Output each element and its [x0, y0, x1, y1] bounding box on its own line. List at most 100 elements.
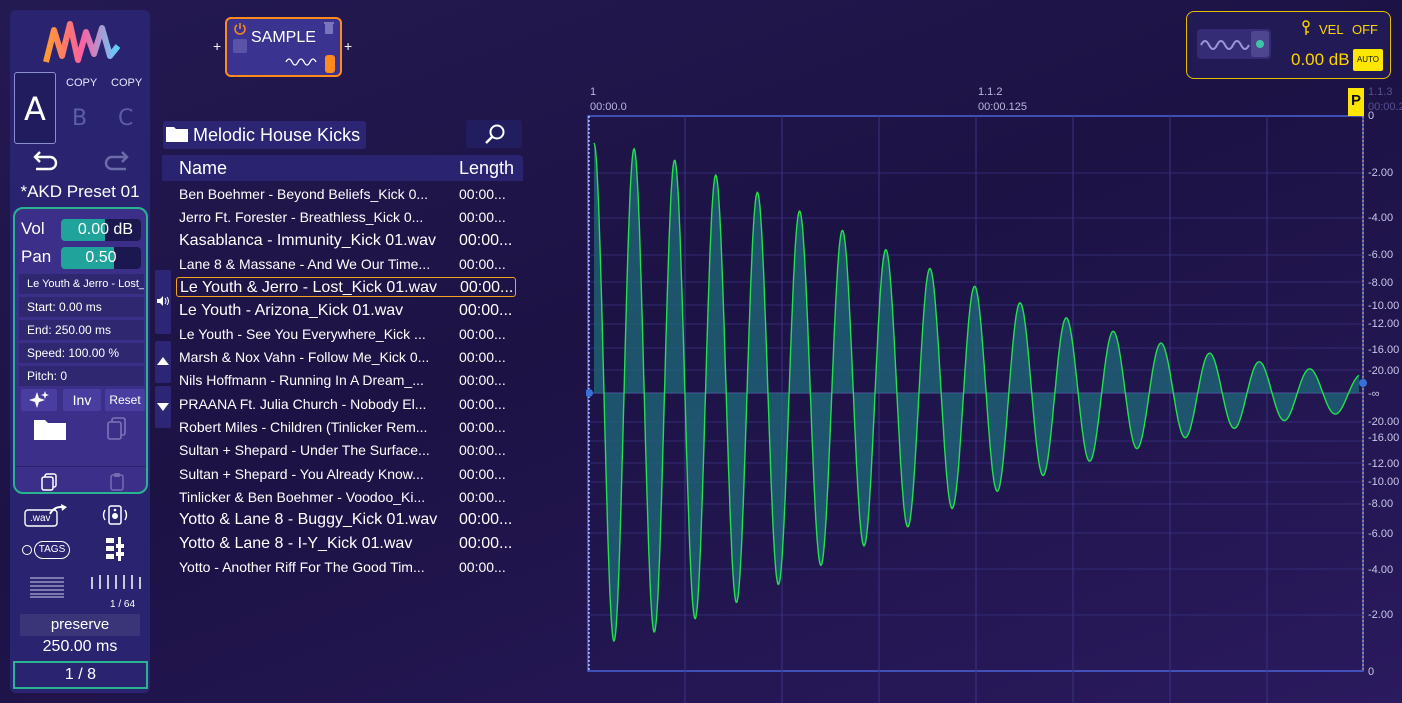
file-name: Ben Boehmer - Beyond Beliefs_Kick 0...: [179, 186, 429, 202]
slot-a-button[interactable]: A: [14, 72, 56, 144]
speaker-icon[interactable]: [100, 504, 130, 526]
clipboard-icon[interactable]: [107, 417, 127, 441]
vol-label: Vol: [21, 219, 45, 238]
lines-icon[interactable]: [30, 576, 64, 598]
power-icon[interactable]: [233, 22, 247, 36]
reset-button[interactable]: Reset: [105, 389, 145, 411]
db-scale-label: -16.00: [1368, 432, 1400, 444]
file-row[interactable]: Nils Hoffmann - Running In A Dream_... 00…: [176, 370, 516, 390]
sample-module-chip[interactable]: SAMPLE: [225, 17, 342, 77]
file-length: 00:00...: [459, 442, 506, 459]
file-length: 00:00...: [459, 511, 513, 529]
waveform-canvas[interactable]: [585, 82, 1402, 703]
velocity-curve-icon: [1200, 31, 1269, 57]
start-handle[interactable]: [585, 389, 593, 397]
file-row[interactable]: Kasablanca - Immunity_Kick 01.wav 00:00..…: [176, 231, 516, 251]
db-scale-label: -4.00: [1368, 564, 1394, 576]
search-button[interactable]: [466, 120, 522, 148]
file-row[interactable]: Ben Boehmer - Beyond Beliefs_Kick 0... 00…: [176, 184, 516, 204]
waveform-line: [593, 142, 1360, 643]
file-name: Jerro Ft. Forester - Breathless_Kick 0..…: [179, 209, 424, 226]
file-row-selected[interactable]: Le Youth & Jerro - Lost_Kick 01.wav 00:00…: [176, 277, 516, 298]
end-field[interactable]: End: 250.00 ms: [19, 320, 144, 340]
tags-toggle[interactable]: [22, 545, 32, 555]
column-length-header[interactable]: Length: [459, 158, 515, 178]
chip-level-handle[interactable]: [325, 55, 335, 73]
db-scale-label: -8.00: [1368, 277, 1394, 289]
copy-to-c-button[interactable]: COPY: [111, 77, 143, 89]
paste-icon[interactable]: [109, 473, 125, 491]
file-row[interactable]: Le Youth - See You Everywhere_Kick ... 00…: [176, 324, 516, 344]
db-scale-label: 0: [1368, 110, 1375, 122]
slot-b-button[interactable]: B: [72, 106, 88, 131]
preset-name[interactable]: *AKD Preset 01: [20, 182, 140, 201]
column-name-header[interactable]: Name: [179, 158, 228, 178]
preview-toggle-button[interactable]: [155, 270, 171, 334]
grid-resolution-label: 1 / 64: [110, 599, 136, 610]
db-scale-label: -4.00: [1368, 212, 1394, 224]
scroll-down-button[interactable]: [155, 386, 171, 428]
undo-icon[interactable]: [32, 148, 60, 174]
file-length: 00:00...: [459, 465, 506, 482]
scroll-up-button[interactable]: [155, 341, 171, 383]
db-scale-label: -20.00: [1368, 416, 1400, 428]
mixer-icon[interactable]: [104, 536, 128, 562]
speed-field[interactable]: Speed: 100.00 %: [19, 343, 144, 363]
start-field[interactable]: Start: 0.00 ms: [19, 297, 144, 317]
add-before-button[interactable]: +: [213, 38, 222, 54]
file-length: 00:00...: [459, 301, 513, 319]
file-name: Lane 8 & Massane - And We Our Time...: [179, 255, 431, 272]
file-row[interactable]: PRAANA Ft. Julia Church - Nobody El... 00…: [176, 394, 516, 414]
file-row[interactable]: Sultan + Shepard - You Already Know... 00…: [176, 464, 516, 484]
file-row[interactable]: Yotto - Another Riff For The Good Tim...…: [176, 557, 516, 577]
file-row[interactable]: Lane 8 & Massane - And We Our Time... 00:…: [176, 254, 516, 274]
file-length: 00:00...: [459, 209, 506, 226]
file-row[interactable]: Marsh & Nox Vahn - Follow Me_Kick 0... 00…: [176, 347, 516, 367]
db-scale-label: -10.00: [1368, 476, 1400, 488]
db-scale-label: -10.00: [1368, 300, 1400, 312]
copy-icon[interactable]: [41, 473, 57, 491]
ruler-time-2: 00:00.125: [978, 101, 1027, 113]
tags-button[interactable]: TAGS: [34, 541, 70, 559]
sparkle-button[interactable]: [21, 389, 57, 411]
slot-c-button[interactable]: C: [118, 106, 134, 131]
file-length: 00:00...: [459, 186, 506, 202]
folder-title[interactable]: Melodic House Kicks: [163, 121, 367, 149]
file-name: Le Youth & Jerro - Lost_Kick 01.wav: [180, 279, 438, 297]
grid-resolution-icon[interactable]: [88, 573, 142, 591]
file-row[interactable]: Jerro Ft. Forester - Breathless_Kick 0..…: [176, 207, 516, 227]
vel-state-toggle[interactable]: OFF: [1352, 22, 1378, 37]
trash-icon[interactable]: [323, 21, 335, 35]
redo-icon[interactable]: [102, 148, 130, 174]
pitch-field[interactable]: Pitch: 0: [19, 366, 144, 386]
auto-button[interactable]: AUTO: [1353, 49, 1383, 71]
ruler-bar-3: 1.1.3: [1368, 86, 1393, 98]
copy-to-b-button[interactable]: COPY: [66, 77, 98, 89]
vol-slider[interactable]: 0.00 dB: [61, 219, 141, 241]
velocity-curve-button[interactable]: [1197, 29, 1271, 59]
page-indicator[interactable]: 1 / 8: [13, 661, 148, 689]
file-row[interactable]: Robert Miles - Children (Tinlicker Rem..…: [176, 417, 516, 437]
file-name: Sultan + Shepard - You Already Know...: [179, 465, 424, 482]
file-row[interactable]: Le Youth - Arizona_Kick 01.wav 00:00...: [176, 301, 516, 321]
export-wav-button[interactable]: .wav: [24, 504, 70, 528]
invert-button[interactable]: Inv: [63, 389, 101, 411]
folder-icon[interactable]: [33, 417, 67, 441]
file-row[interactable]: Yotto & Lane 8 - Buggy_Kick 01.wav 00:00.…: [176, 510, 516, 530]
add-after-button[interactable]: +: [344, 38, 353, 54]
pan-slider[interactable]: 0.50: [61, 247, 141, 269]
file-row[interactable]: Sultan + Shepard - Under The Surface... 0…: [176, 440, 516, 460]
db-scale-label: -20.00: [1368, 365, 1400, 377]
chip-toggle[interactable]: [233, 39, 247, 53]
file-name: Marsh & Nox Vahn - Follow Me_Kick 0...: [179, 349, 430, 366]
waveform-editor[interactable]: [585, 82, 1402, 703]
end-handle[interactable]: [1359, 379, 1367, 387]
vel-gain-value[interactable]: 0.00 dB: [1291, 50, 1350, 69]
waveform-fill: [594, 143, 1359, 641]
file-row[interactable]: Yotto & Lane 8 - I-Y_Kick 01.wav 00:00...: [176, 534, 516, 554]
velocity-module: VEL OFF 0.00 dB AUTO: [1186, 11, 1391, 79]
file-row[interactable]: Tinlicker & Ben Boehmer - Voodoo_Ki... 00…: [176, 487, 516, 507]
file-length: 00:00...: [459, 231, 513, 249]
preserve-dropdown[interactable]: preserve: [20, 614, 140, 636]
playhead-marker[interactable]: P: [1348, 88, 1364, 116]
